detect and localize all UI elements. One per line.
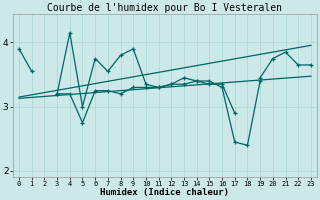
X-axis label: Humidex (Indice chaleur): Humidex (Indice chaleur) [100,188,229,197]
Title: Courbe de l'humidex pour Bo I Vesteralen: Courbe de l'humidex pour Bo I Vesteralen [47,3,283,13]
